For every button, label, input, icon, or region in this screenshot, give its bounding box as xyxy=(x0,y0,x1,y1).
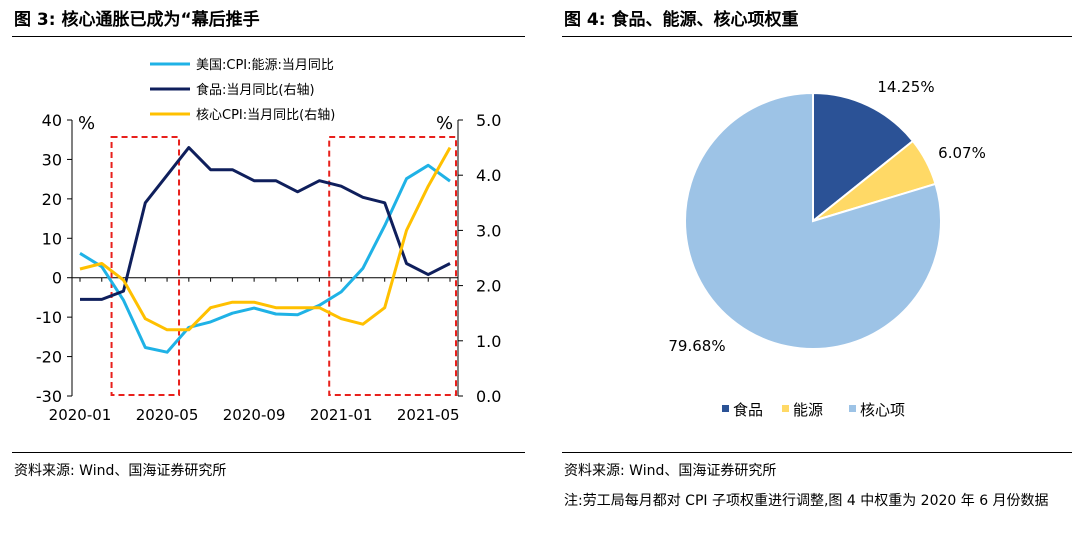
left-tick-label: 10 xyxy=(42,229,62,248)
highlight-box xyxy=(110,136,181,396)
x-tick-label: 2020-09 xyxy=(223,406,286,424)
right-bottom-rule xyxy=(562,452,1072,453)
left-tick-label: -20 xyxy=(36,348,62,367)
line-chart: 40 30 20 10 0 -10 -20 -30 5.0 4.0 3.0 2.0 1.0 0.0% % 20… xyxy=(36,58,502,424)
pie-legend-swatch-1 xyxy=(722,405,729,412)
pie-slice-1 xyxy=(812,91,915,224)
series-line-2 xyxy=(80,146,451,301)
legend-label-3: 核心CPI:当月同比(右轴) xyxy=(196,108,335,123)
x-tick-label: 2020-05 xyxy=(136,406,199,424)
right-tick-label: 2.0 xyxy=(476,277,501,296)
pie-chart: 14.25% 6.07% 79.68% 食品 能源 核心项 xyxy=(668,78,985,419)
series-line-3 xyxy=(79,146,452,332)
right-tick-label: 1.0 xyxy=(476,332,501,351)
pie-legend-swatch-3 xyxy=(849,405,856,412)
x-tick-label: 2021-01 xyxy=(310,406,373,424)
right-tick-label: 4.0 xyxy=(476,166,501,185)
highlight-box xyxy=(328,136,457,396)
left-tick-label: 30 xyxy=(42,150,62,169)
left-chart-title: 图 3: 核心通胀已成为“幕后推手 xyxy=(14,10,260,30)
right-axis-unit: % xyxy=(436,113,453,134)
left-source-note: 资料来源: Wind、国海证券研究所 xyxy=(14,463,227,479)
right-chart-title: 图 4: 食品、能源、核心项权重 xyxy=(564,10,799,30)
left-tick-label: -10 xyxy=(36,308,62,327)
pie-legend-label-1: 食品 xyxy=(733,401,763,419)
left-tick-label: 20 xyxy=(42,190,62,209)
right-tick-label: 5.0 xyxy=(476,111,501,130)
right-tick-label: 0.0 xyxy=(476,387,501,406)
legend-label-1: 美国:CPI:能源:当月同比 xyxy=(196,58,334,73)
left-tick-label: -30 xyxy=(36,387,62,406)
pie-value-label-1: 14.25% xyxy=(877,78,934,96)
right-title-rule xyxy=(562,36,1072,37)
right-source-note: 资料来源: Wind、国海证券研究所 xyxy=(564,463,777,479)
pie-legend-swatch-2 xyxy=(782,405,789,412)
pie-value-label-2: 6.07% xyxy=(938,144,986,162)
left-tick-label: 40 xyxy=(42,111,62,130)
pie-slice-3 xyxy=(684,91,943,350)
pie-legend-label-2: 能源 xyxy=(793,401,823,419)
legend-label-2: 食品:当月同比(右轴) xyxy=(196,82,315,98)
x-tick-label: 2020-01 xyxy=(49,406,112,424)
left-axis-unit: % xyxy=(78,113,95,134)
series-line-1 xyxy=(79,163,451,354)
right-tick-label: 3.0 xyxy=(476,221,501,240)
right-footnote: 注:劳工局每月都对 CPI 子项权重进行调整,图 4 中权重为 2020 年 6… xyxy=(564,493,1049,509)
left-tick-label: 0 xyxy=(52,269,62,288)
left-bottom-rule xyxy=(12,452,525,453)
x-tick-label: 2021-05 xyxy=(397,406,460,424)
pie-legend-label-3: 核心项 xyxy=(860,401,905,419)
pie-value-label-3: 79.68% xyxy=(668,337,725,355)
left-title-rule xyxy=(12,36,525,37)
